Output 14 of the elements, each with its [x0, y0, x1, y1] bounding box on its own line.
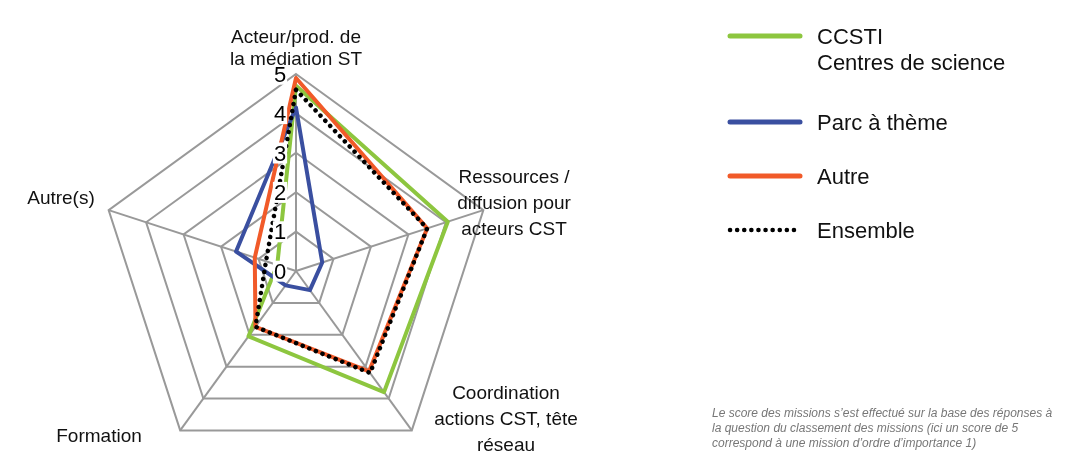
spoke-label: Ressources / diffusion pour acteurs CST — [457, 166, 572, 239]
spoke-label: Autre(s) — [27, 187, 95, 208]
legend-label: Parc à thème — [817, 110, 948, 135]
y-tick-label: 4 — [273, 101, 287, 127]
legend-label: Ensemble — [817, 218, 915, 243]
y-tick-label: 2 — [273, 179, 287, 205]
spoke-label: Coordination actions CST, tête réseau — [434, 382, 578, 455]
legend-label: CCSTI Centres de science — [817, 24, 1006, 75]
text: Le score des missions s’est effectué sur la base des réponses à la question du classement des missions (ici un score de 5 correspond à une mission d’ordre d’importance 1) — [712, 406, 1053, 450]
y-tick-label: 3 — [273, 140, 287, 166]
y-tick-label: 0 — [273, 258, 287, 284]
legend-label: Autre — [817, 164, 870, 189]
y-tick-label: 1 — [273, 219, 287, 245]
spoke-label: Formation — [56, 425, 142, 446]
